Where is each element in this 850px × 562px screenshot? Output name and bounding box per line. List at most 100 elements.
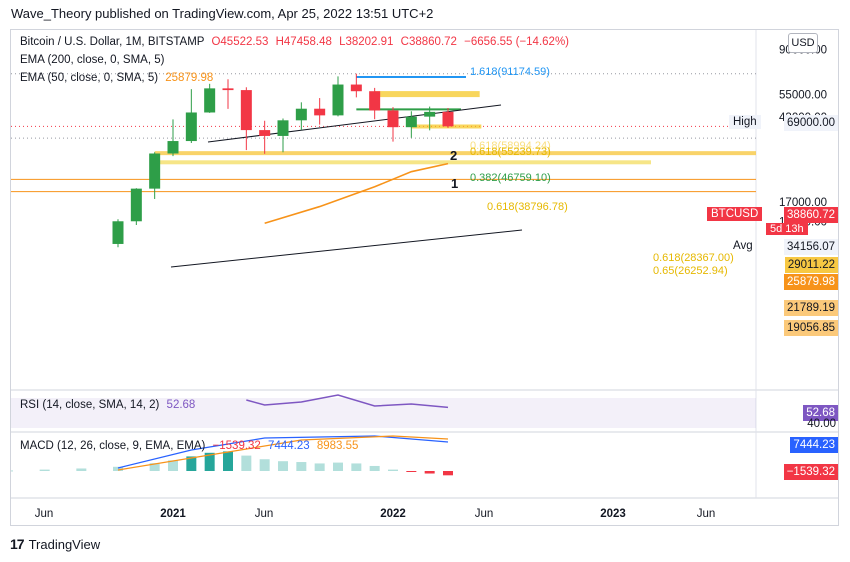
macd-hist-bar-2021-04 — [223, 451, 233, 471]
candle-body-2021-01 — [167, 141, 179, 154]
fib-0618-mid-label: 0.618(38796.78) — [487, 201, 568, 213]
fib-1618-label: 1.618(91174.59) — [470, 66, 550, 78]
macd-hist-bar-2021-03 — [204, 452, 215, 471]
ema50-label: EMA (50, close, 0, SMA, 5) — [20, 72, 159, 84]
fib-band-55239 — [374, 91, 480, 98]
candle-body-2021-09 — [314, 108, 326, 116]
candle-body-2021-11 — [350, 84, 362, 92]
fib-0618-ghost-label: 0.618(58994.24) — [470, 140, 551, 152]
candle-body-2021-06 — [259, 130, 271, 136]
macd-line — [117, 435, 449, 469]
ema200-legend[interactable]: EMA (200, close, 0, SMA, 5) — [20, 54, 164, 66]
macd-hist-bar-2021-09 — [314, 463, 325, 471]
macd-hist-bar-2020-10 — [113, 466, 123, 471]
time-axis-tick: Jun — [475, 508, 494, 520]
high-value: H47458.48 — [275, 36, 332, 48]
macd-hist-bar-2021-06 — [259, 459, 270, 471]
avg-flag: Avg — [733, 240, 753, 252]
macd-line-value: 7444.23 — [268, 440, 310, 452]
symbol-legend: Bitcoin / U.S. Dollar, 1M, BITSTAMP O455… — [20, 36, 569, 48]
rsi-legend[interactable]: RSI (14, close, SMA, 14, 2) 52.68 — [20, 399, 195, 411]
macd-hist-bar-2020-04 — [11, 470, 13, 472]
macd-line-tag: 7444.23 — [790, 437, 838, 453]
change-value: −6656.55 (−14.62%) — [464, 36, 569, 48]
channel-lower-line — [170, 229, 523, 268]
low-value: L38202.91 — [339, 36, 394, 48]
channel-upper-line — [207, 104, 502, 143]
candle-body-2021-12 — [369, 91, 381, 111]
time-axis-tick: 2021 — [160, 508, 186, 520]
macd-hist-bar-2021-12 — [369, 465, 380, 471]
candle-body-2021-03 — [204, 88, 216, 113]
price-tag-avg: 34156.07 — [784, 239, 838, 255]
macd-legend[interactable]: MACD (12, 26, close, 9, EMA, EMA) −1539.… — [20, 440, 358, 452]
time-axis-tick: Jun — [35, 508, 54, 520]
fib-band-38796 — [411, 124, 482, 129]
macd-hist-bar-2021-10 — [333, 462, 343, 471]
price-axis-tick: 17000.00 — [779, 197, 827, 209]
candle-body-2022-03 — [424, 111, 436, 117]
high-flag: High — [729, 115, 761, 129]
price-tag-19056: 19056.85 — [784, 320, 838, 336]
macd-hist-bar-2021-01 — [168, 460, 178, 471]
candle-body-2021-04 — [222, 88, 234, 91]
macd-hist-value: −1539.32 — [212, 440, 261, 452]
time-axis-tick: Jun — [255, 508, 274, 520]
macd-hist-tag: −1539.32 — [783, 464, 838, 480]
price-tag-ema50: 25879.98 — [784, 274, 838, 290]
fib-band-26252 — [154, 160, 651, 165]
publisher-line: Wave_Theory published on TradingView.com… — [11, 6, 434, 21]
currency-button[interactable]: USD — [788, 33, 818, 53]
open-value: O45522.53 — [211, 36, 269, 48]
ema50-value: 25879.98 — [165, 72, 214, 84]
symbol-name: Bitcoin / U.S. Dollar, 1M, BITSTAMP — [20, 36, 205, 48]
fib-0382-label: 0.382(46759.10) — [470, 172, 551, 184]
ema50-line — [264, 162, 449, 225]
macd-hist-bar-2021-11 — [351, 463, 362, 471]
macd-signal-value: 8983.55 — [316, 440, 359, 452]
rsi-band — [11, 398, 756, 428]
time-axis-tick: 2023 — [600, 508, 626, 520]
wave-2-label: 2 — [450, 148, 458, 163]
macd-hist-bar-2021-05 — [241, 455, 252, 471]
candle-body-2022-02 — [405, 116, 417, 128]
footer-brand[interactable]: 17 TradingView — [10, 536, 100, 552]
fib-band-28367 — [154, 151, 756, 156]
chart-canvas[interactable]: 120000.0090000.0055000.0043000.0017000.0… — [11, 30, 838, 525]
macd-label: MACD (12, 26, close, 9, EMA, EMA) — [20, 440, 206, 452]
time-axis-tick: 2022 — [380, 508, 406, 520]
fib-0618-low-label: 0.618(28367.00) — [653, 252, 734, 264]
price-axis-tick: 55000.00 — [779, 89, 827, 101]
price-tag-29011: 29011.22 — [784, 257, 838, 273]
candle-body-2020-12 — [149, 153, 161, 189]
candle-body-2021-02 — [185, 112, 197, 142]
candle-body-2021-07 — [277, 120, 289, 136]
macd-hist-bar-2020-08 — [76, 468, 87, 471]
macd-hist-bar-2022-03 — [424, 471, 435, 474]
fib-065-label: 0.65(26252.94) — [653, 265, 728, 277]
candle-body-2021-08 — [295, 108, 307, 121]
macd-hist-bar-2021-08 — [296, 462, 307, 471]
candle-body-2020-11 — [130, 188, 142, 222]
countdown-tag: 5d 13h — [766, 223, 808, 235]
ticker-flag: BTCUSD — [707, 207, 763, 221]
candle-body-2022-01 — [387, 110, 399, 128]
ema50-legend[interactable]: EMA (50, close, 0, SMA, 5) 25879.98 — [20, 72, 213, 84]
rsi-line — [246, 394, 449, 409]
macd-signal-line — [117, 435, 449, 471]
wave-1-label: 1 — [451, 176, 459, 191]
close-value: C38860.72 — [400, 36, 457, 48]
time-axis-tick: Jun — [697, 508, 716, 520]
tradingview-logo-icon: 17 — [10, 536, 25, 552]
price-tag-last: 38860.72 — [784, 207, 838, 223]
brand-name: TradingView — [28, 536, 101, 552]
rsi-tag: 52.68 — [803, 405, 838, 421]
ema200-label: EMA (200, close, 0, SMA, 5) — [20, 54, 165, 66]
fib-0618-upper-label: 0.618(55239.73) — [470, 146, 551, 158]
macd-hist-bar-2021-02 — [186, 456, 197, 471]
candle-body-2021-10 — [332, 84, 344, 116]
candle-body-2021-05 — [240, 90, 252, 131]
macd-hist-bar-2021-07 — [278, 461, 288, 471]
macd-hist-bar-2022-04 — [443, 471, 453, 476]
macd-hist-bar-2022-02 — [406, 471, 417, 472]
